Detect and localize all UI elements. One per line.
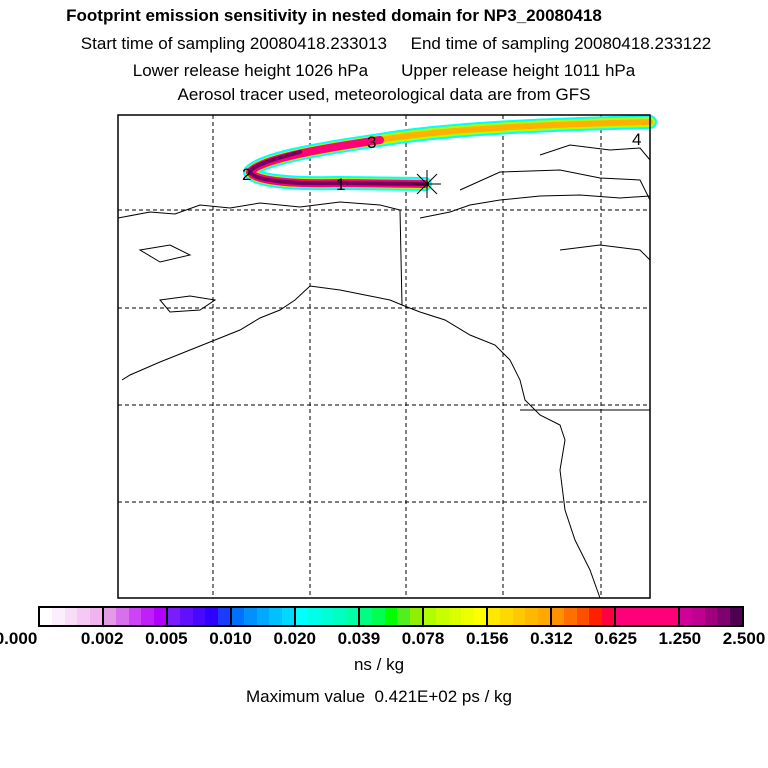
colorbar-swatch (552, 608, 565, 625)
colorbar-swatch (296, 608, 309, 625)
tracer-info-line: Aerosol tracer used, meteorological data… (177, 85, 591, 104)
time-marker-4: 4 (632, 130, 641, 149)
colorbar-swatch (205, 608, 218, 625)
colorbar-tick-label: 0.005 (145, 629, 188, 648)
colorbar-swatch (345, 608, 359, 625)
colorbar-swatch (168, 608, 181, 625)
colorbar-swatch (89, 608, 103, 625)
colorbar-swatch (244, 608, 257, 625)
colorbar-tick-label: 1.250 (658, 629, 702, 648)
colorbar-swatch (576, 608, 590, 625)
map-frame (117, 114, 651, 599)
colorbar-tick-label: 0.039 (337, 629, 381, 648)
grid-lines (118, 115, 650, 598)
colorbar (38, 606, 744, 627)
colorbar-swatch (589, 608, 602, 625)
colorbar-tick-label: 0.625 (594, 629, 637, 648)
maximum-value: Maximum value 0.421E+02 ps / kg (246, 687, 512, 706)
sampling-time-line: Start time of sampling 20080418.233013 E… (80, 34, 712, 53)
colorbar-swatch (116, 608, 129, 625)
colorbar-tick-label: 2.500 (722, 629, 766, 648)
colorbar-tick-label: 0.010 (209, 629, 252, 648)
colorbar-swatch (256, 608, 270, 625)
colorbar-segment (360, 608, 424, 625)
colorbar-segment (168, 608, 232, 625)
colorbar-swatch (601, 608, 615, 625)
colorbar-swatch (680, 608, 693, 625)
colorbar-swatch (281, 608, 295, 625)
colorbar-segment (616, 608, 680, 625)
colorbar-swatch (269, 608, 282, 625)
time-marker-1: 1 (336, 175, 345, 194)
colorbar-swatch (397, 608, 410, 625)
colorbar-swatch (52, 608, 65, 625)
colorbar-swatch (665, 608, 679, 625)
colorbar-swatch (461, 608, 474, 625)
coastlines (117, 144, 651, 599)
colorbar-swatch (360, 608, 373, 625)
colorbar-swatch (628, 608, 641, 625)
release-point-asterisk-icon (413, 170, 441, 198)
plume (243, 115, 657, 191)
colorbar-segment (552, 608, 616, 625)
colorbar-swatch (77, 608, 90, 625)
colorbar-swatch (653, 608, 666, 625)
colorbar-swatch (473, 608, 487, 625)
colorbar-swatch (424, 608, 437, 625)
colorbar-segment (104, 608, 168, 625)
colorbar-segment (424, 608, 488, 625)
colorbar-tick-label: 0.002 (80, 629, 124, 648)
colorbar-swatch (64, 608, 78, 625)
colorbar-swatch (436, 608, 449, 625)
colorbar-swatch (704, 608, 718, 625)
colorbar-swatch (333, 608, 346, 625)
colorbar-swatch (717, 608, 730, 625)
time-marker-2: 2 (242, 165, 251, 184)
colorbar-segment (40, 608, 104, 625)
colorbar-swatch (104, 608, 117, 625)
colorbar-tick-label: 0.000 (0, 629, 38, 648)
colorbar-swatch (692, 608, 705, 625)
release-height-line: Lower release height 1026 hPa Upper rele… (132, 61, 636, 80)
colorbar-swatch (537, 608, 551, 625)
colorbar-tick-label: 0.078 (401, 629, 445, 648)
colorbar-swatch (217, 608, 231, 625)
colorbar-swatch (448, 608, 462, 625)
colorbar-swatch (525, 608, 538, 625)
colorbar-swatch (564, 608, 577, 625)
colorbar-segment (488, 608, 552, 625)
colorbar-swatch (192, 608, 206, 625)
colorbar-segment (232, 608, 296, 625)
colorbar-swatch (308, 608, 321, 625)
colorbar-swatch (320, 608, 334, 625)
plot-title: Footprint emission sensitivity in nested… (66, 6, 602, 25)
colorbar-swatch (180, 608, 193, 625)
colorbar-swatch (500, 608, 513, 625)
colorbar-swatch (384, 608, 398, 625)
colorbar-swatch (488, 608, 501, 625)
colorbar-swatch (232, 608, 245, 625)
colorbar-swatch (141, 608, 154, 625)
colorbar-swatch (640, 608, 654, 625)
colorbar-segment (680, 608, 743, 625)
colorbar-swatch (409, 608, 423, 625)
colorbar-tick-label: 0.020 (273, 629, 316, 648)
map: 1 2 3 4 (117, 114, 657, 599)
colorbar-segment (296, 608, 360, 625)
colorbar-swatch (128, 608, 142, 625)
colorbar-units: ns / kg (353, 655, 405, 674)
colorbar-swatch (512, 608, 526, 625)
time-marker-3: 3 (367, 133, 376, 152)
colorbar-swatch (729, 608, 743, 625)
colorbar-swatch (153, 608, 167, 625)
colorbar-swatch (616, 608, 629, 625)
colorbar-tick-label: 0.156 (465, 629, 509, 648)
colorbar-tick-label: 0.312 (530, 629, 573, 648)
colorbar-swatch (372, 608, 385, 625)
colorbar-swatch (40, 608, 53, 625)
